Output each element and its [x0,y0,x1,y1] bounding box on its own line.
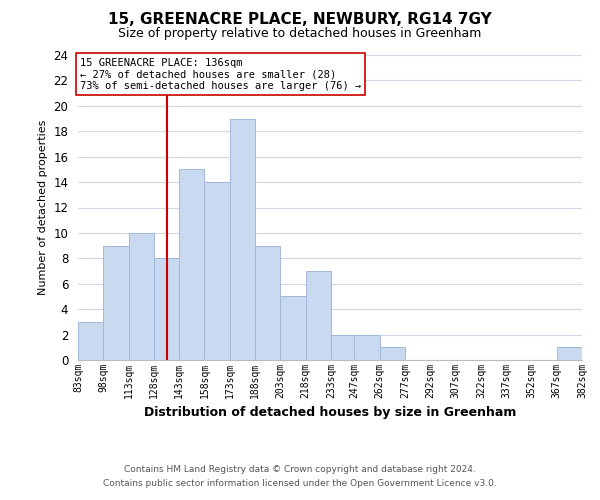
Bar [205,182,230,360]
Bar [355,334,380,360]
Bar [380,348,405,360]
Text: Contains HM Land Registry data © Crown copyright and database right 2024.
Contai: Contains HM Land Registry data © Crown c… [103,466,497,487]
Bar [103,246,128,360]
Y-axis label: Number of detached properties: Number of detached properties [38,120,48,295]
Text: Size of property relative to detached houses in Greenham: Size of property relative to detached ho… [118,28,482,40]
Bar [179,170,205,360]
Bar [280,296,305,360]
Bar [230,118,255,360]
Bar [78,322,103,360]
Bar [255,246,280,360]
Bar [154,258,179,360]
Bar [557,348,582,360]
Bar [128,233,154,360]
Bar [331,334,356,360]
Text: 15 GREENACRE PLACE: 136sqm
← 27% of detached houses are smaller (28)
73% of semi: 15 GREENACRE PLACE: 136sqm ← 27% of deta… [80,58,361,90]
Bar [305,271,331,360]
Text: 15, GREENACRE PLACE, NEWBURY, RG14 7GY: 15, GREENACRE PLACE, NEWBURY, RG14 7GY [108,12,492,28]
X-axis label: Distribution of detached houses by size in Greenham: Distribution of detached houses by size … [144,406,516,420]
